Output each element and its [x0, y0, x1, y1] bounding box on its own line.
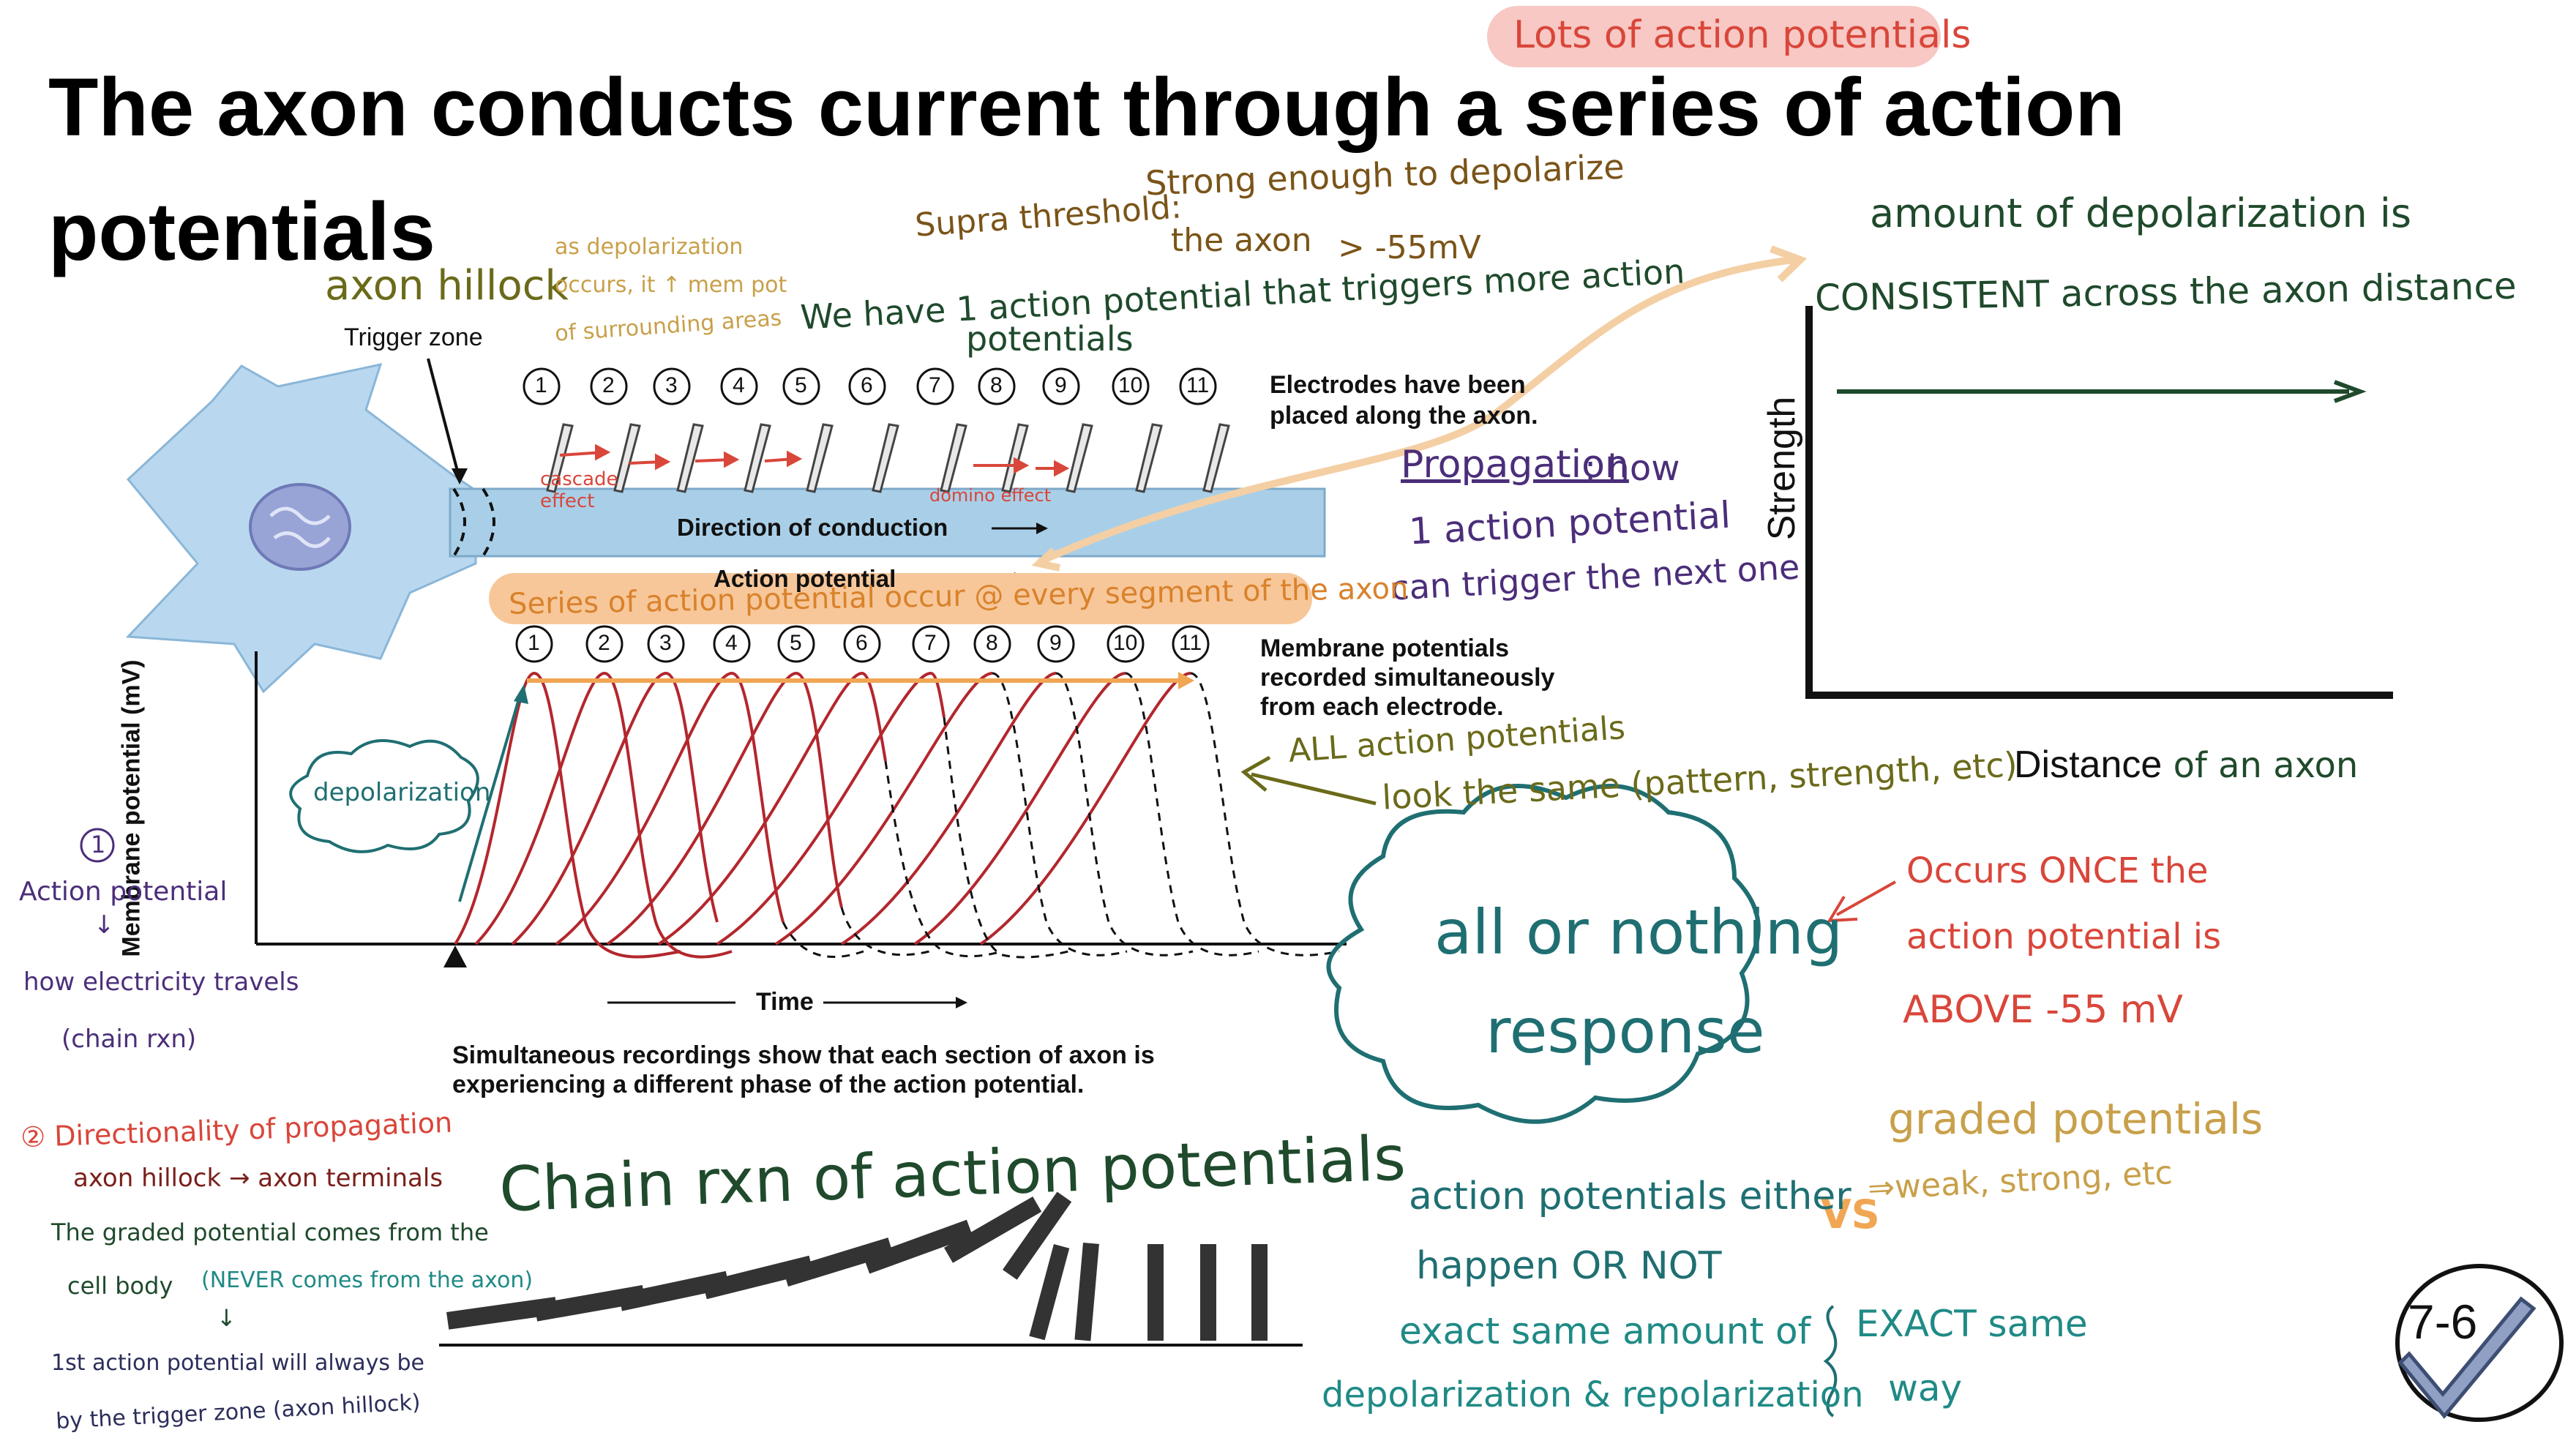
- point-one-desc-1: how electricity travels: [23, 967, 299, 997]
- propagation-desc-1: : how: [1584, 448, 1680, 489]
- electrode-label: 8: [986, 631, 998, 655]
- ap-either-1: action potentials either: [1409, 1175, 1852, 1218]
- electrode-label: 5: [795, 373, 807, 397]
- electrode-numbers-bottom: [515, 625, 1210, 663]
- exact-same-1: EXACT same: [1856, 1303, 2088, 1345]
- exact-amount-1: exact same amount of: [1399, 1310, 1811, 1352]
- graded-source-arrow: ↓: [217, 1304, 236, 1332]
- neuron-nucleus: [249, 483, 351, 571]
- supra-threshold-value: > -55mV: [1338, 229, 1481, 266]
- all-or-nothing-2: response: [1486, 995, 1765, 1067]
- graded-source-2b: (NEVER comes from the axon): [201, 1268, 533, 1293]
- electrode-label: 1: [535, 373, 547, 397]
- slide-title: The axon conducts current through a seri…: [48, 61, 2125, 277]
- checkmark-icon: [2397, 1296, 2536, 1419]
- of-an-axon: of an axon: [2162, 745, 2359, 786]
- we-have-note-2: potentials: [966, 319, 1134, 359]
- point-one-arrow: ↓: [94, 910, 115, 940]
- electrode-label: 4: [733, 373, 745, 397]
- electrode-label: 9: [1055, 373, 1067, 397]
- point-one-title: Action potential: [19, 877, 228, 907]
- direction-of-conduction-label: Direction of conduction: [677, 514, 948, 541]
- point-one-circle: [80, 828, 115, 863]
- electrodes-note: Electrodes have been placed along the ax…: [1270, 371, 1538, 430]
- as-depolarization-note-1: as depolarization: [555, 234, 744, 260]
- occurs-once-2: action potential is: [1906, 916, 2222, 957]
- electrode-label: 10: [1118, 373, 1143, 397]
- ap-traces-dashed: [782, 672, 1340, 959]
- axon-hillock-note: axon hillock: [325, 262, 569, 310]
- graded-source-2a: cell body: [67, 1272, 173, 1300]
- point-one-desc-2: (chain rxn): [61, 1025, 197, 1054]
- cascade-arrows: [559, 443, 1070, 477]
- electrode-numbers-top: [523, 367, 1217, 405]
- electrode-label: 6: [861, 373, 873, 397]
- domino-effect-note: domino effect: [929, 485, 1052, 506]
- action-potential-label: Action potential: [714, 565, 896, 592]
- vs-label: VS: [1821, 1191, 1880, 1238]
- electrode-label: 1: [528, 631, 540, 655]
- axon: [449, 487, 1326, 558]
- x-axis-label: Time: [756, 988, 814, 1016]
- graded-potentials-1: graded potentials: [1888, 1094, 2264, 1144]
- strength-y-label: Strength: [1761, 396, 1803, 541]
- strength-graph-axes: [1805, 306, 2393, 699]
- first-ap-note-1: 1st action potential will always be: [51, 1350, 425, 1376]
- electrode-label: 4: [725, 631, 738, 655]
- electrode-label: 7: [929, 373, 941, 397]
- slide-badge-number: 7-6: [2408, 1295, 2478, 1349]
- ap-traces-solid: [454, 671, 1191, 959]
- stimulus-marker: [443, 946, 467, 967]
- ap-either-2: happen OR NOT: [1416, 1244, 1722, 1288]
- y-axis-label: Membrane potential (mV): [117, 659, 146, 957]
- electrode-label: 5: [790, 631, 802, 655]
- exact-same-2: way: [1888, 1367, 1963, 1409]
- electrode-label: 8: [990, 373, 1003, 397]
- as-depolarization-note-2: occurs, it ↑ mem pot: [555, 272, 787, 298]
- electrode-label: 6: [855, 631, 868, 655]
- all-or-nothing-cloud: [1326, 784, 1761, 1124]
- lots-of-action-potentials-note: Lots of action potentials: [1513, 13, 1972, 57]
- electrode-label: 11: [1186, 373, 1210, 397]
- graded-source-1: The graded potential comes from the: [51, 1218, 489, 1246]
- trigger-zone-label: Trigger zone: [344, 323, 483, 351]
- exact-amount-2: depolarization & repolarization: [1322, 1374, 1864, 1415]
- electrode-label: 2: [598, 631, 610, 655]
- propagation-word: Propagation: [1401, 443, 1629, 487]
- depolarization-note: depolarization: [313, 778, 491, 807]
- occurs-once-3: ABOVE -55 mV: [1903, 988, 2183, 1032]
- distance-label: Distance of an axon: [2014, 743, 2358, 787]
- electrode-label: 7: [924, 631, 937, 655]
- point-one-number: 1: [91, 831, 106, 858]
- series-highlight: [489, 573, 1312, 624]
- occurs-once-1: Occurs ONCE the: [1906, 850, 2209, 891]
- electrode-label: 3: [665, 373, 678, 397]
- dominoes: [446, 1191, 1268, 1341]
- all-or-nothing-1: all or nothing: [1434, 896, 1843, 968]
- electrode-label: 11: [1179, 631, 1202, 655]
- point-two-line: axon hillock → axon terminals: [73, 1164, 443, 1193]
- supra-threshold-desc-2: the axon: [1171, 222, 1312, 259]
- electrode-needles: [546, 423, 1230, 493]
- lots-of-action-potentials-highlight: [1487, 6, 1941, 67]
- electrode-label: 2: [602, 373, 615, 397]
- distance-word: Distance: [2014, 744, 2163, 786]
- electrode-label: 10: [1113, 631, 1138, 655]
- electrode-label: 9: [1049, 631, 1062, 655]
- membrane-note: Membrane potentials recorded simultaneou…: [1260, 634, 1555, 721]
- strength-heading-1: amount of depolarization is: [1870, 190, 2412, 236]
- depolarization-cloud: [289, 739, 479, 853]
- electrode-label: 3: [659, 631, 672, 655]
- propagation-curve-arrow: [1037, 256, 1794, 566]
- cascade-effect-note: cascade effect: [540, 468, 618, 512]
- figure-caption: Simultaneous recordings show that each s…: [452, 1041, 1155, 1098]
